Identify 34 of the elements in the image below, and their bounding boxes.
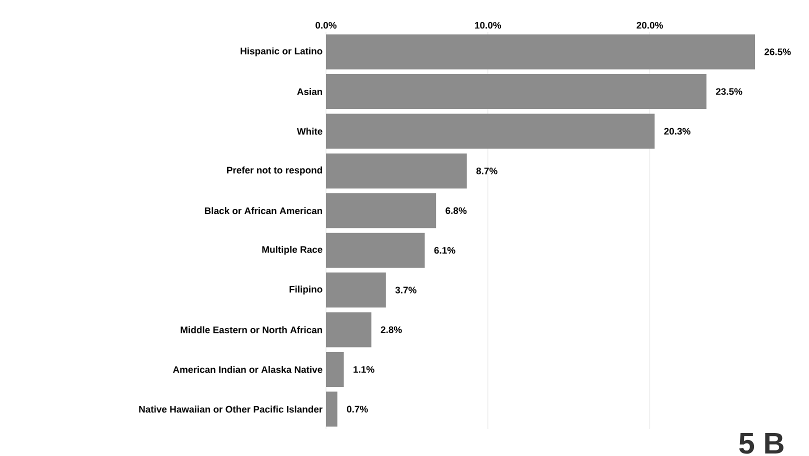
data-label: 6.1% bbox=[434, 247, 456, 254]
bar bbox=[326, 74, 706, 110]
x-tick-label: 20.0% bbox=[636, 22, 663, 29]
y-tick-label: Middle Eastern or North African bbox=[180, 326, 322, 334]
bar bbox=[326, 392, 338, 427]
bar bbox=[326, 114, 655, 149]
data-label: 6.8% bbox=[446, 207, 467, 214]
data-label: 3.7% bbox=[395, 286, 416, 294]
y-tick-label: Black or African American bbox=[204, 207, 322, 214]
y-tick-label: Prefer not to respond bbox=[227, 166, 322, 176]
y-tick-label: Hispanic or Latino bbox=[240, 47, 322, 56]
data-label: 2.8% bbox=[380, 326, 402, 334]
bar bbox=[326, 232, 425, 268]
data-label: 26.5% bbox=[764, 48, 791, 56]
data-label: 20.3% bbox=[664, 128, 690, 135]
bar bbox=[326, 193, 436, 228]
data-label: 1.1% bbox=[354, 366, 374, 373]
y-tick-label: Native Hawaiian or Other Pacific Islander bbox=[139, 406, 323, 413]
bar bbox=[326, 272, 386, 308]
x-tick-label: 10.0% bbox=[475, 22, 502, 29]
data-label: 8.7% bbox=[476, 168, 498, 174]
y-tick-label: Multiple Race bbox=[262, 246, 322, 255]
x-tick-label: 0.0% bbox=[316, 22, 337, 29]
bar bbox=[326, 352, 344, 387]
bar bbox=[326, 153, 467, 188]
y-tick-label: American Indian or Alaska Native bbox=[172, 366, 322, 373]
y-tick-label: Asian bbox=[297, 88, 322, 96]
y-tick-label: White bbox=[296, 128, 322, 135]
data-label: 23.5% bbox=[716, 88, 742, 95]
y-tick-label: Filipino bbox=[290, 286, 322, 294]
text: 5 B bbox=[739, 432, 784, 454]
data-label: 0.7% bbox=[346, 406, 368, 412]
bar bbox=[326, 312, 372, 348]
bar bbox=[326, 34, 756, 70]
